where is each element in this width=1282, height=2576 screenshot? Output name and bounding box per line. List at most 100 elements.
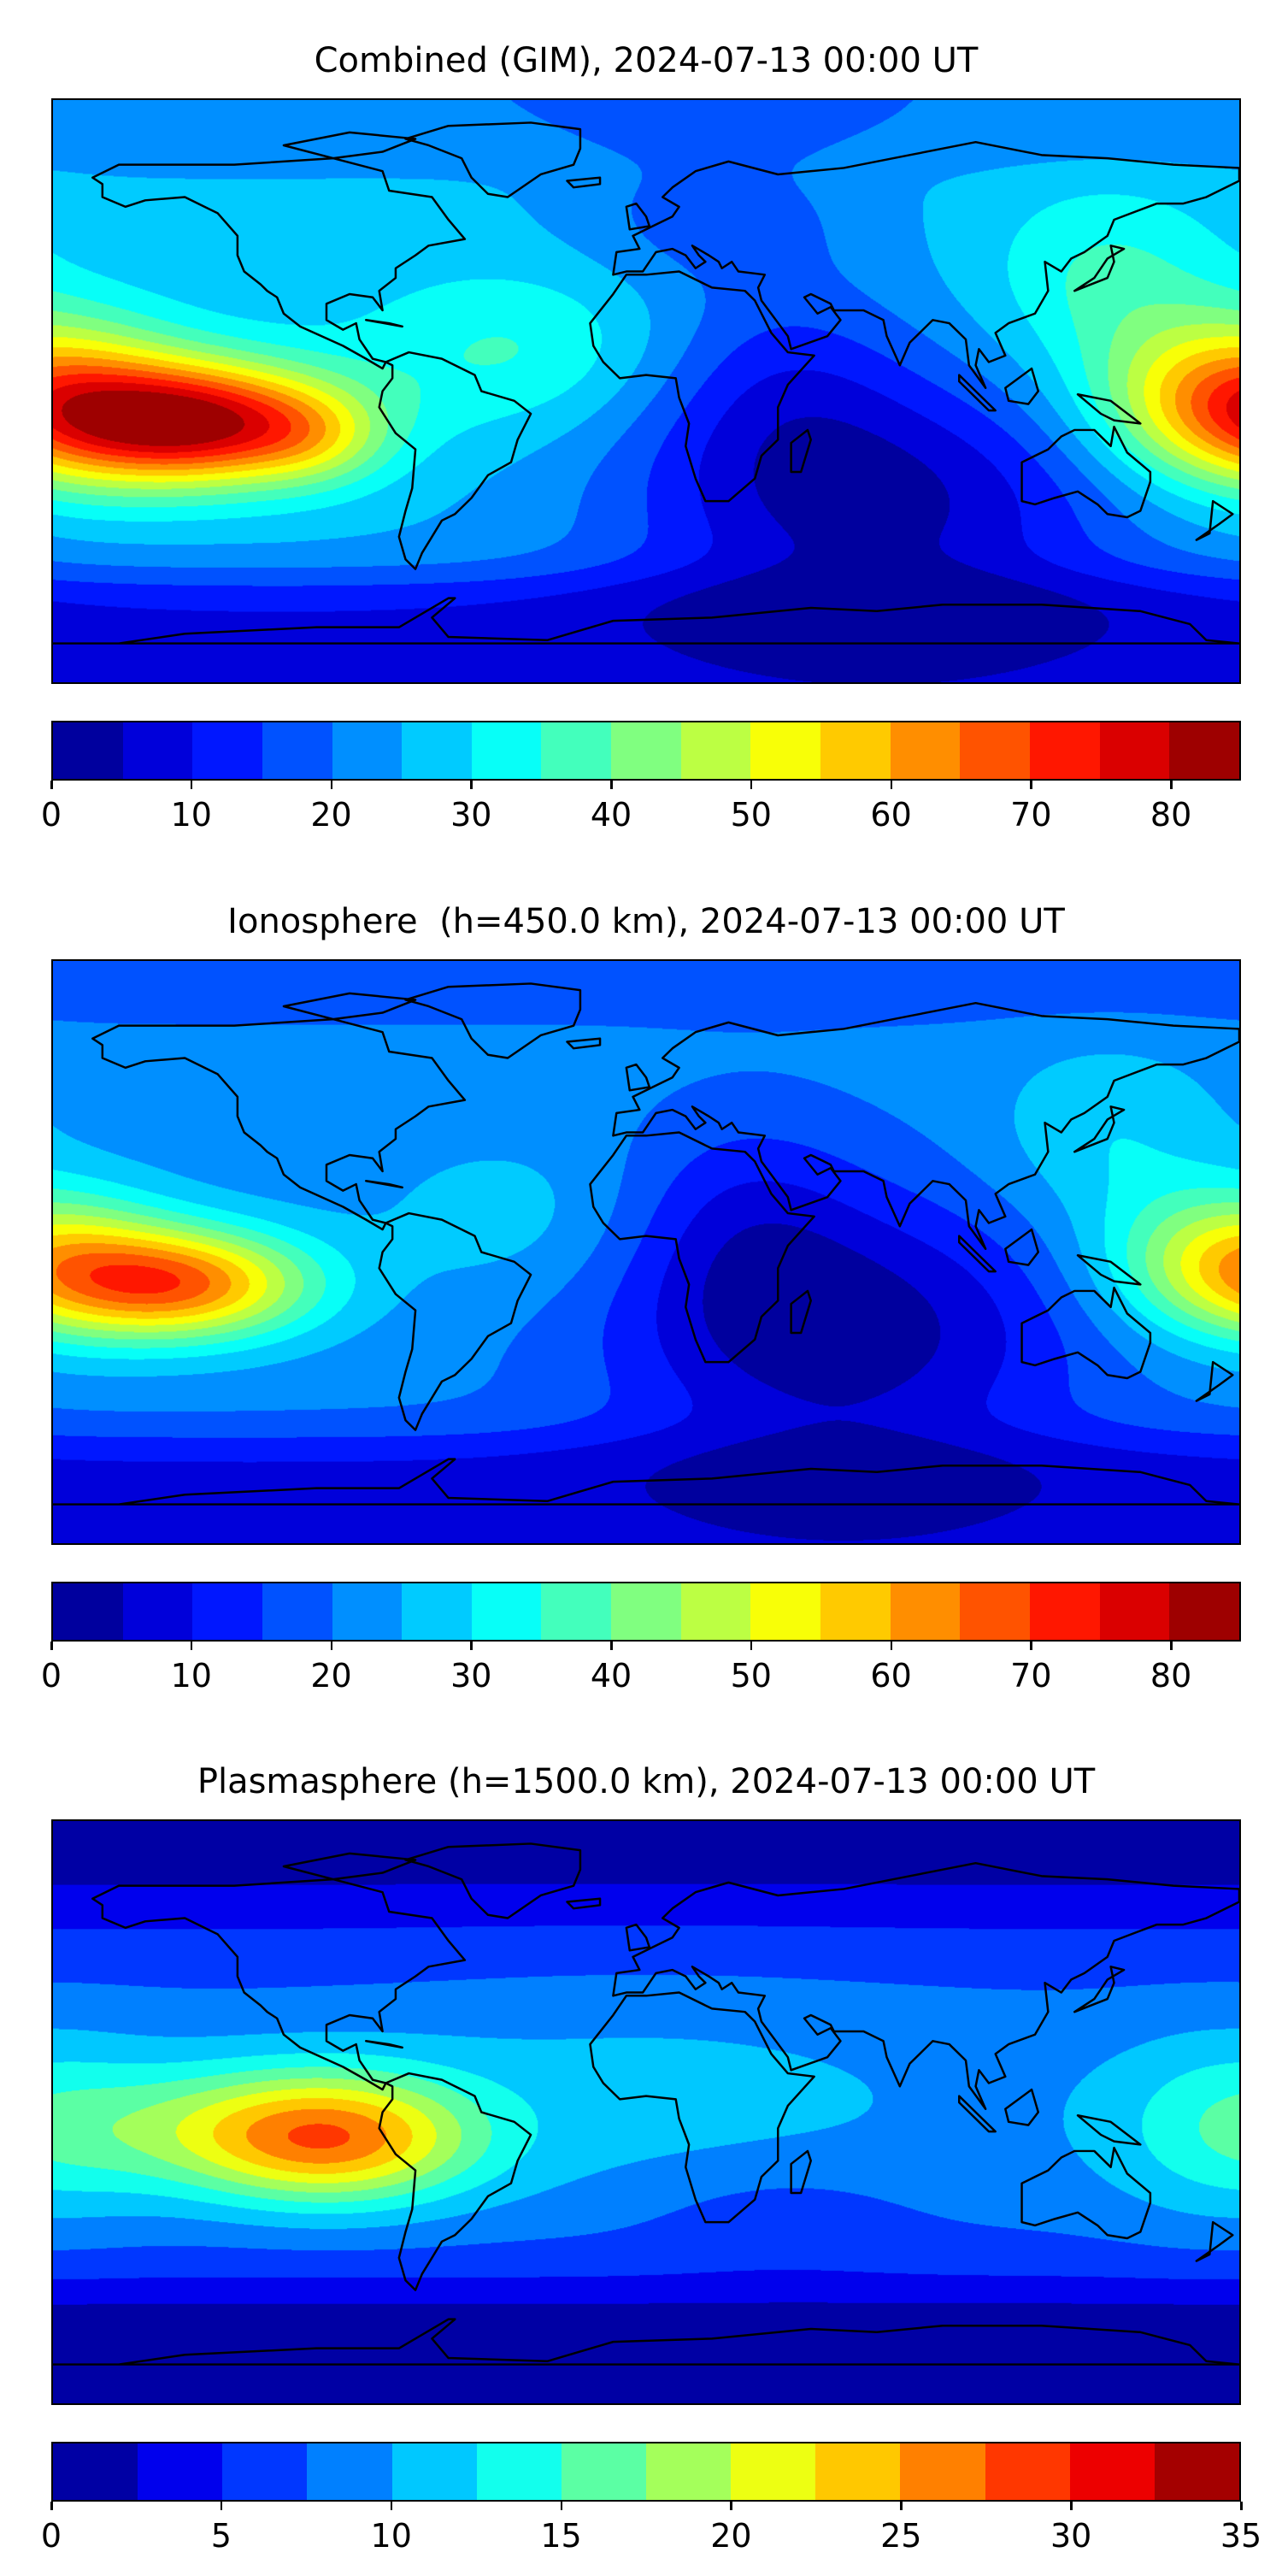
coastline <box>364 319 403 328</box>
coastline <box>404 121 582 198</box>
tick-label: 40 <box>590 1657 632 1695</box>
coastline <box>589 1991 815 2224</box>
coastline <box>957 374 997 412</box>
colorbar-bin <box>122 1583 193 1640</box>
tick-label: 20 <box>710 2517 752 2555</box>
coastline <box>1004 1228 1040 1266</box>
colorbar-bin <box>900 2443 985 2500</box>
colorbar-bin <box>541 722 612 779</box>
colorbar-bin <box>53 2443 138 2500</box>
tec-contour-field <box>53 1821 1239 2403</box>
coastline <box>53 2318 1239 2366</box>
tick-label: 10 <box>370 2517 412 2555</box>
coastline <box>91 156 467 370</box>
colorbar-bin <box>750 722 821 779</box>
tick-label: 0 <box>40 1657 62 1695</box>
tick-mark <box>1170 781 1173 789</box>
tick-label: 30 <box>1050 2517 1092 2555</box>
tick-mark <box>220 2502 223 2510</box>
tick-label: 30 <box>450 796 492 834</box>
colorbar-bin <box>192 1583 262 1640</box>
tick-mark <box>50 781 53 789</box>
coastline <box>566 1897 602 1910</box>
chart-title: Ionosphere (h=450.0 km), 2024-07-13 00:0… <box>227 902 1065 941</box>
tick-mark <box>1170 1642 1173 1650</box>
coastline <box>1073 245 1126 292</box>
tick-label: 60 <box>870 1657 912 1695</box>
coastline <box>91 1017 467 1231</box>
colorbar-bin <box>53 1583 123 1640</box>
coastline <box>378 2072 532 2291</box>
colorbar-bin <box>262 1583 332 1640</box>
tick-mark <box>470 781 473 789</box>
tick-mark <box>470 1642 473 1650</box>
colorbar-bin <box>138 2443 223 2500</box>
coastline <box>1020 425 1152 519</box>
colorbar-bin <box>1069 2443 1155 2500</box>
tick-mark <box>610 781 613 789</box>
tick-label: 30 <box>450 1657 492 1695</box>
colorbar-bin <box>1099 722 1170 779</box>
colorbar-bin <box>890 1583 961 1640</box>
coastline <box>404 982 582 1059</box>
coastline <box>790 2149 812 2195</box>
colorbar-bin <box>1099 1583 1170 1640</box>
coastline <box>790 1289 812 1335</box>
tick-mark <box>730 2502 732 2510</box>
tick-mark <box>190 1642 193 1650</box>
coastline <box>91 1877 467 2091</box>
colorbar-bin <box>960 1583 1030 1640</box>
colorbar-bin <box>1029 722 1100 779</box>
plasmasphere-panel: Plasmasphere (h=1500.0 km), 2024-07-13 0… <box>0 1721 1282 2576</box>
coastline <box>364 1180 403 1189</box>
colorbar-ticks: 0 10 20 30 40 50 60 70 80 <box>41 1642 1241 1701</box>
combined-gim-panel: Combined (GIM), 2024-07-13 00:00 UT 0 10 2… <box>0 0 1282 855</box>
colorbar-bin <box>1169 1583 1239 1640</box>
colorbar-bin <box>611 1583 681 1640</box>
tick-label: 50 <box>730 796 772 834</box>
tick-mark <box>50 2502 53 2510</box>
tick-label: 60 <box>870 796 912 834</box>
coastline <box>378 1211 532 1431</box>
tick-label: 10 <box>170 1657 212 1695</box>
tick-mark <box>560 2502 563 2510</box>
coastline <box>625 1063 651 1092</box>
tick-mark <box>890 781 893 789</box>
coastline <box>1020 2146 1152 2240</box>
coastline <box>1195 1360 1234 1402</box>
tick-label: 40 <box>590 796 632 834</box>
colorbar-bin <box>471 722 542 779</box>
tick-label: 5 <box>210 2517 232 2555</box>
colorbar-bin <box>890 722 961 779</box>
colorbar-bin <box>471 1583 542 1640</box>
coastline <box>1195 499 1234 541</box>
tick-mark <box>330 1642 333 1650</box>
coastline <box>1020 1286 1152 1380</box>
coastline <box>364 2040 403 2049</box>
coastline <box>957 1235 997 1273</box>
colorbar-bin <box>1169 722 1239 779</box>
tick-label: 10 <box>170 796 212 834</box>
tick-label: 20 <box>310 796 352 834</box>
colorbar-bin <box>402 722 472 779</box>
colorbar-bin <box>645 2443 732 2500</box>
tick-mark <box>50 1642 53 1650</box>
tick-mark <box>330 781 333 789</box>
coastline <box>404 1842 582 1919</box>
coastline <box>53 1458 1239 1506</box>
colorbar-bin <box>122 722 193 779</box>
coastline <box>1076 393 1142 425</box>
colorbar-bin <box>541 1583 612 1640</box>
colorbar-bin <box>476 2443 562 2500</box>
coastlines <box>53 982 1239 1506</box>
tick-mark <box>390 2502 393 2510</box>
coastline <box>625 1923 651 1952</box>
coastline <box>566 1037 602 1050</box>
colorbar <box>51 2442 1241 2502</box>
tick-mark <box>610 1642 613 1650</box>
tick-label: 15 <box>540 2517 582 2555</box>
coastline <box>612 140 1239 389</box>
tick-label: 70 <box>1010 1657 1052 1695</box>
tick-label: 70 <box>1010 796 1052 834</box>
colorbar-bin <box>262 722 332 779</box>
